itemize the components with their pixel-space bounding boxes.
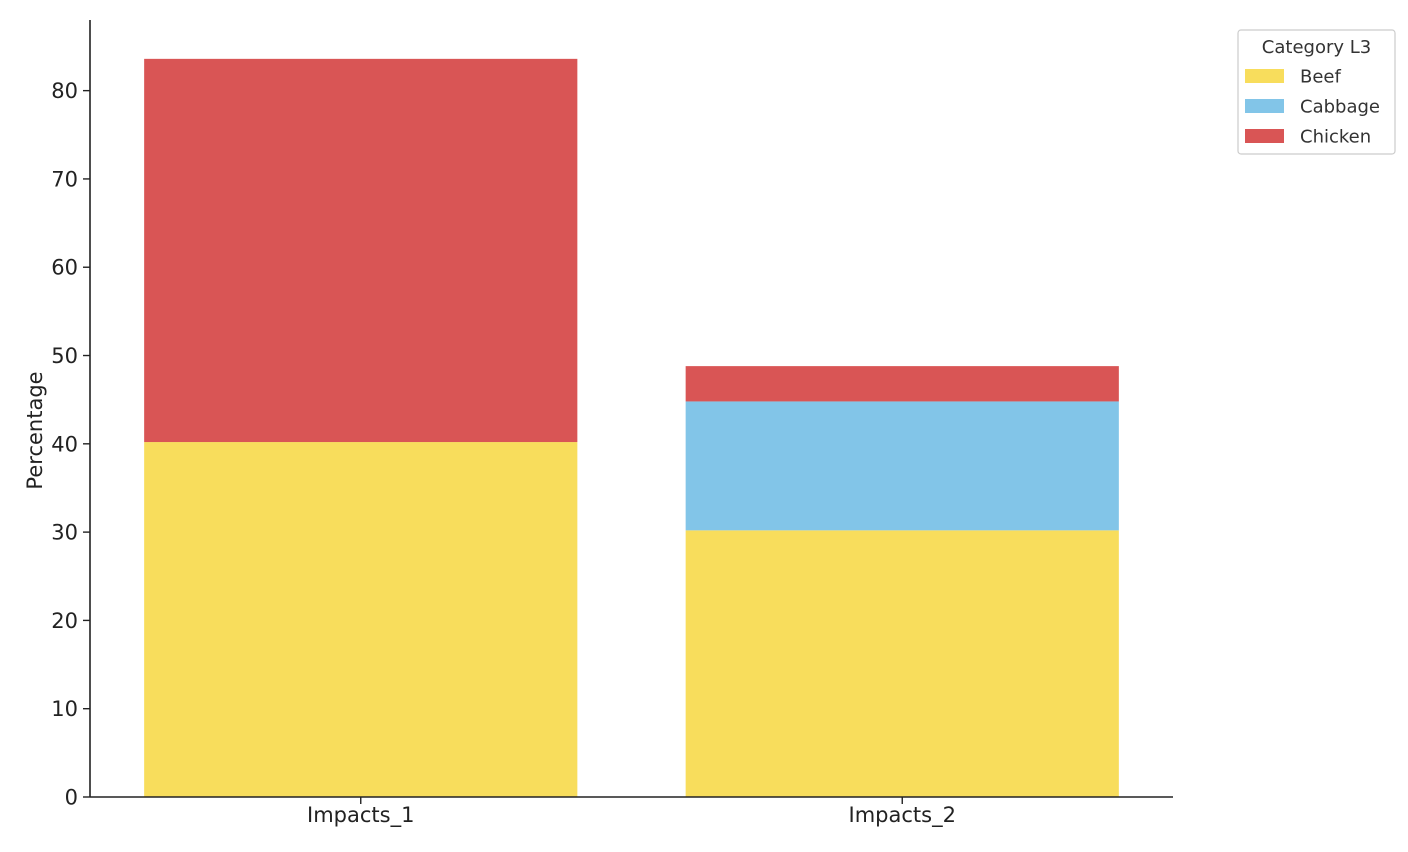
bar-chicken-impacts-2 <box>685 366 1119 402</box>
y-tick-label: 50 <box>51 344 78 368</box>
y-tick-label: 0 <box>65 786 78 810</box>
y-tick-label: 30 <box>51 521 78 545</box>
bar-chicken-impacts-1 <box>144 58 578 443</box>
y-axis-label: Percentage <box>23 371 47 489</box>
legend-swatch-chicken <box>1245 129 1284 143</box>
bar-cabbage-impacts-2 <box>685 401 1119 531</box>
bar-beef-impacts-2 <box>685 530 1119 797</box>
y-tick-label: 60 <box>51 256 78 280</box>
bar-beef-impacts-1 <box>144 442 578 797</box>
x-tick-label: Impacts_2 <box>849 803 956 828</box>
legend-label-chicken: Chicken <box>1300 127 1371 148</box>
legend-items: Beef Cabbage Chicken <box>1245 67 1380 148</box>
bars-layer <box>144 58 1119 797</box>
y-tick-label: 70 <box>51 167 78 191</box>
y-tick-label: 20 <box>51 609 78 633</box>
legend-swatch-cabbage <box>1245 99 1284 113</box>
y-axis-ticks: 0 10 20 30 40 50 60 70 80 <box>51 79 90 810</box>
legend-frame <box>1237 29 1396 155</box>
x-axis-ticks: Impacts_1 Impacts_2 <box>307 797 956 828</box>
legend: Category L3 Beef Cabbage Chicken <box>1237 29 1396 155</box>
legend-label-cabbage: Cabbage <box>1300 97 1380 118</box>
y-tick-label: 40 <box>51 432 78 456</box>
legend-swatch-beef <box>1245 69 1284 83</box>
y-tick-label: 80 <box>51 79 78 103</box>
legend-title: Category L3 <box>1262 37 1371 58</box>
x-tick-label: Impacts_1 <box>307 803 414 828</box>
y-tick-label: 10 <box>51 697 78 721</box>
legend-label-beef: Beef <box>1300 67 1341 88</box>
axes-layer <box>89 20 1173 798</box>
